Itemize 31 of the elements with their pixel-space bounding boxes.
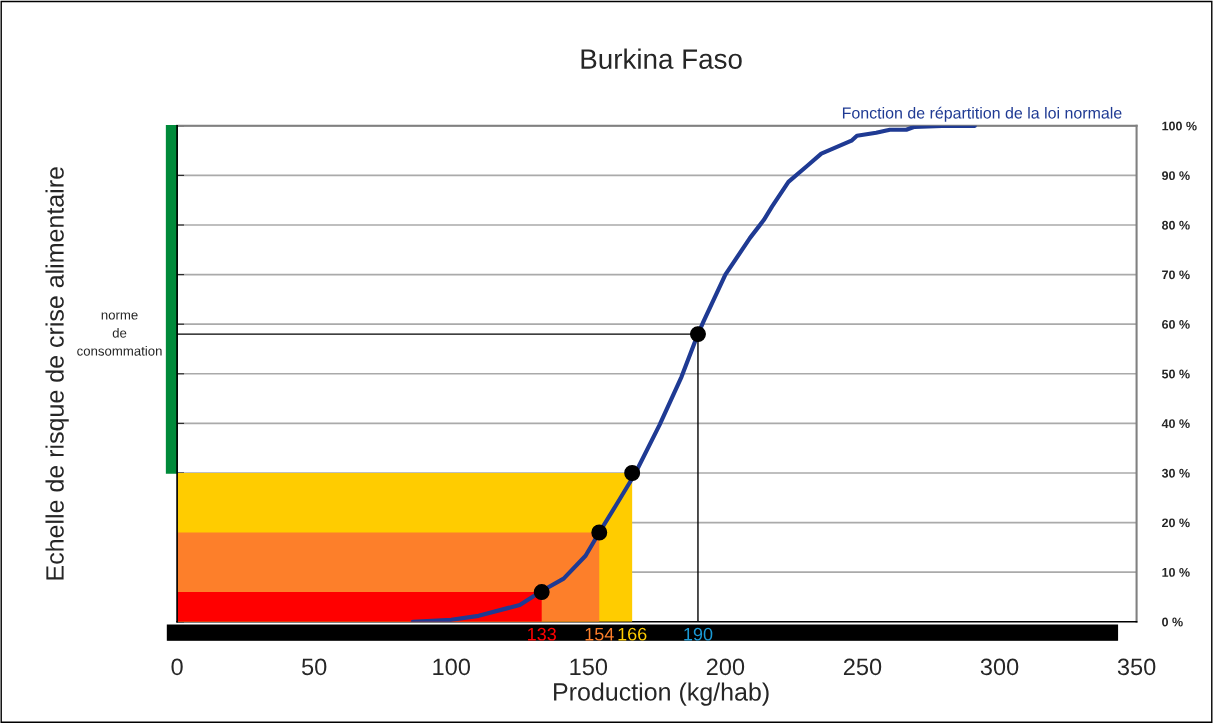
text: norme de consommation (77, 312, 162, 356)
x-tick-label: 0 (171, 658, 183, 676)
y-tick-label: 90 % (1162, 171, 1190, 181)
point (533, 584, 550, 600)
x-tick-label: 150 (570, 658, 608, 676)
x-axis-title: Production (kg/hab) (554, 682, 769, 706)
y-tick-label: 70 % (1162, 270, 1190, 280)
series-label: Fonction de répartition de la loi normale (842, 106, 1122, 122)
annotation: 190 (684, 627, 713, 641)
annotation: 166 (618, 627, 647, 641)
x-tick-label: 250 (843, 658, 882, 676)
annotation: 133 (528, 627, 556, 641)
y-axis-title: Echelle de risque de crise alimentaire (45, 167, 69, 580)
annotation: 154 (585, 628, 614, 641)
y-tick-label: 30 % (1161, 468, 1190, 478)
y-tick-label: 10 % (1162, 567, 1190, 577)
x-tick-label: 350 (1117, 658, 1156, 676)
y-tick-label: 0 % (1162, 617, 1183, 627)
x-tick-label: 50 (301, 658, 327, 676)
x-tick-label: 200 (706, 658, 745, 676)
y-tick-label: 50 % (1161, 369, 1190, 379)
y-tick-label: 20 % (1162, 518, 1190, 528)
point (624, 465, 641, 481)
y-tick-label: 100 % (1162, 121, 1197, 131)
point (591, 524, 608, 541)
y-tick-label: 80 % (1161, 220, 1190, 230)
x-tick-label: 300 (980, 658, 1019, 676)
x-tick-label: 100 (433, 658, 471, 676)
y-tick-label: 40 % (1161, 419, 1190, 429)
chart-title: Burkina Faso (581, 48, 742, 69)
y-tick-label: 60 % (1162, 319, 1190, 329)
